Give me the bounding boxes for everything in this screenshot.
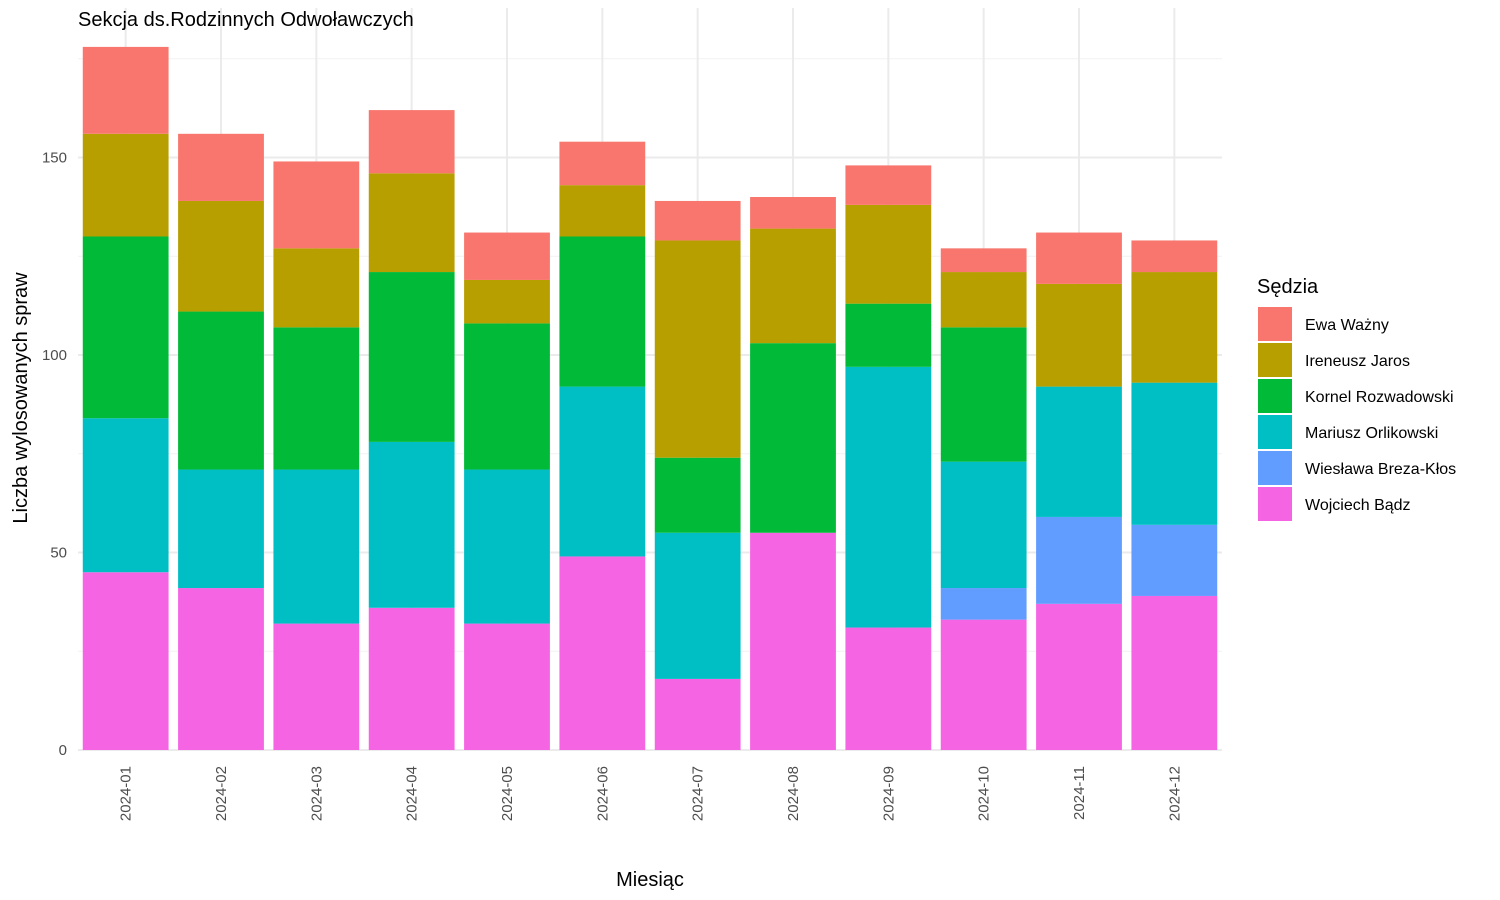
bar-2024-06-ewa-wazny xyxy=(559,141,646,186)
bar-2024-03-mariusz-orlikowski xyxy=(273,469,360,624)
y-axis-title: Liczba wylosowanych spraw xyxy=(10,272,32,524)
bar-2024-04-ireneusz-jaros xyxy=(368,173,455,273)
legend: Sędzia Ewa Ważny Ireneusz Jaros Kornel Roz… xyxy=(1257,276,1456,521)
y-tick-label: 150 xyxy=(42,150,67,167)
bar-2024-11-ireneusz-jaros xyxy=(1036,283,1122,387)
bar-2024-06-mariusz-orlikowski xyxy=(559,386,646,557)
bar-2024-09-mariusz-orlikowski xyxy=(845,366,932,628)
x-tick-label: 2024-11 xyxy=(1071,766,1088,820)
legend-title: Sędzia xyxy=(1257,276,1319,298)
bar-2024-02-wojciech-badz xyxy=(178,588,264,750)
legend-label-ewa-wazny: Ewa Ważny xyxy=(1305,317,1389,334)
x-tick-label: 2024-09 xyxy=(880,766,897,821)
bar-2024-01-ewa-wazny xyxy=(82,46,169,134)
x-axis-title: Miesiąc xyxy=(616,869,684,891)
bar-2024-12-ireneusz-jaros xyxy=(1131,272,1218,383)
bar-2024-06-ireneusz-jaros xyxy=(559,185,646,237)
bar-2024-07-ewa-wazny xyxy=(654,200,741,241)
legend-swatch-ireneusz-jaros xyxy=(1258,343,1292,377)
bar-2024-10-wieslawa-breza-klos xyxy=(940,588,1027,620)
bar-2024-10-mariusz-orlikowski xyxy=(940,461,1027,589)
bar-2024-08-ewa-wazny xyxy=(750,197,836,229)
bar-2024-12-wojciech-badz xyxy=(1131,595,1218,750)
bars xyxy=(82,46,1218,750)
bar-2024-03-ireneusz-jaros xyxy=(273,248,360,328)
bar-2024-11-ewa-wazny xyxy=(1036,232,1122,284)
bar-2024-09-ewa-wazny xyxy=(845,165,932,205)
legend-swatch-kornel-rozwadowski xyxy=(1258,379,1292,413)
bar-2024-01-kornel-rozwadowski xyxy=(82,236,169,419)
bar-2024-08-ireneusz-jaros xyxy=(750,228,836,344)
bar-2024-09-ireneusz-jaros xyxy=(845,204,932,304)
bar-2024-03-kornel-rozwadowski xyxy=(273,327,360,470)
bar-2024-09-kornel-rozwadowski xyxy=(845,303,932,367)
bar-2024-10-ewa-wazny xyxy=(940,248,1027,273)
legend-swatch-wieslawa-breza-klos xyxy=(1258,451,1292,485)
bar-2024-11-wieslawa-breza-klos xyxy=(1036,516,1122,604)
bar-2024-05-kornel-rozwadowski xyxy=(464,323,550,470)
legend-swatch-mariusz-orlikowski xyxy=(1258,415,1292,449)
legend-label-ireneusz-jaros: Ireneusz Jaros xyxy=(1305,353,1410,370)
bar-2024-08-wojciech-badz xyxy=(750,532,836,750)
legend-swatch-wojciech-badz xyxy=(1258,487,1292,521)
legend-swatch-ewa-wazny xyxy=(1258,307,1292,341)
bar-2024-05-ireneusz-jaros xyxy=(464,279,550,324)
legend-label-mariusz-orlikowski: Mariusz Orlikowski xyxy=(1305,425,1438,442)
bar-2024-04-wojciech-badz xyxy=(368,607,455,750)
bar-2024-04-mariusz-orlikowski xyxy=(368,441,455,608)
bar-2024-01-mariusz-orlikowski xyxy=(82,418,169,573)
bar-2024-10-wojciech-badz xyxy=(940,619,1027,750)
bar-2024-01-ireneusz-jaros xyxy=(82,133,169,237)
bar-2024-05-mariusz-orlikowski xyxy=(464,469,550,624)
bar-2024-10-ireneusz-jaros xyxy=(940,272,1027,328)
bar-2024-12-wieslawa-breza-klos xyxy=(1131,524,1218,596)
x-tick-label: 2024-06 xyxy=(594,766,611,821)
bar-2024-07-mariusz-orlikowski xyxy=(654,532,741,679)
bar-2024-10-kornel-rozwadowski xyxy=(940,327,1027,462)
bar-2024-04-kornel-rozwadowski xyxy=(368,272,455,442)
y-tick-label: 0 xyxy=(59,742,67,759)
bar-2024-11-mariusz-orlikowski xyxy=(1036,386,1122,517)
bar-2024-12-mariusz-orlikowski xyxy=(1131,382,1218,525)
bar-2024-06-kornel-rozwadowski xyxy=(559,236,646,387)
x-tick-label: 2024-05 xyxy=(499,766,516,821)
bar-2024-07-ireneusz-jaros xyxy=(654,240,741,458)
bar-2024-02-ewa-wazny xyxy=(178,133,264,201)
bar-2024-05-wojciech-badz xyxy=(464,623,550,750)
y-axis-ticks: 0 50 100 150 xyxy=(42,150,67,760)
bar-2024-02-ireneusz-jaros xyxy=(178,200,264,312)
x-tick-label: 2024-07 xyxy=(690,766,707,821)
y-tick-label: 100 xyxy=(42,347,67,364)
bar-2024-01-wojciech-badz xyxy=(82,572,169,750)
x-tick-label: 2024-12 xyxy=(1166,766,1183,821)
bar-2024-06-wojciech-badz xyxy=(559,556,646,750)
x-tick-label: 2024-01 xyxy=(118,766,135,821)
x-tick-label: 2024-10 xyxy=(976,766,993,821)
bar-2024-02-kornel-rozwadowski xyxy=(178,311,264,470)
bar-2024-11-wojciech-badz xyxy=(1036,603,1122,750)
bar-2024-09-wojciech-badz xyxy=(845,627,932,750)
y-tick-label: 50 xyxy=(50,545,67,562)
x-tick-label: 2024-02 xyxy=(213,766,230,821)
legend-label-wojciech-badz: Wojciech Bądz xyxy=(1305,497,1411,514)
bar-2024-03-wojciech-badz xyxy=(273,623,360,750)
x-tick-label: 2024-08 xyxy=(785,766,802,821)
bar-2024-05-ewa-wazny xyxy=(464,232,550,280)
bar-2024-02-mariusz-orlikowski xyxy=(178,469,264,589)
x-tick-label: 2024-04 xyxy=(404,766,421,821)
bar-2024-12-ewa-wazny xyxy=(1131,240,1218,273)
bar-2024-07-wojciech-badz xyxy=(654,678,741,750)
x-axis-ticks: 2024-01 2024-02 2024-03 2024-04 2024-05 2024-… xyxy=(118,766,1184,821)
bar-2024-04-ewa-wazny xyxy=(368,110,455,174)
chart-title: Sekcja ds.Rodzinnych Odwoławczych xyxy=(78,9,414,31)
x-tick-label: 2024-03 xyxy=(308,766,325,821)
legend-label-wieslawa-breza-klos: Wiesława Breza-Kłos xyxy=(1305,461,1456,478)
bar-2024-08-kornel-rozwadowski xyxy=(750,343,836,533)
legend-label-kornel-rozwadowski: Kornel Rozwadowski xyxy=(1305,389,1454,406)
bar-2024-07-kornel-rozwadowski xyxy=(654,457,741,533)
bar-2024-03-ewa-wazny xyxy=(273,161,360,249)
